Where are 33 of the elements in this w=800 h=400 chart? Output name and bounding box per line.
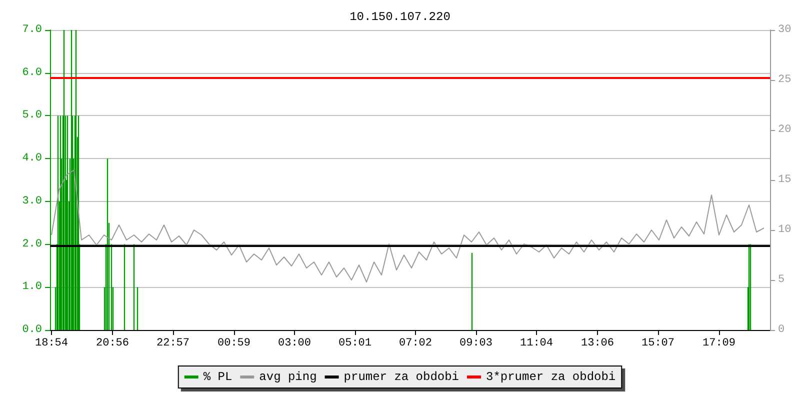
y-tick-label: 2.0	[22, 238, 42, 250]
y2-tick-label: 15	[778, 174, 792, 186]
x-tick-label: 15:07	[641, 338, 675, 350]
line-series	[51, 170, 764, 282]
legend-label: 3*prumer za obdobi	[486, 370, 616, 384]
y-tick-label: 7.0	[22, 24, 42, 36]
x-tick-label: 00:59	[217, 338, 251, 350]
legend-label: prumer za obdobi	[344, 370, 460, 384]
x-tick-label: 03:00	[278, 338, 312, 350]
y-tick-label: 3.0	[22, 195, 42, 208]
x-tick-label: 20:56	[96, 338, 130, 350]
x-tick-label: 11:04	[520, 338, 554, 350]
y2-tick-label: 10	[778, 224, 792, 236]
x-tick-label: 17:09	[702, 338, 736, 350]
y-tick-label: 6.0	[22, 66, 42, 79]
y-tick-label: 5.0	[22, 110, 42, 122]
y2-tick-label: 20	[778, 124, 792, 136]
y-tick-label: 0.0	[22, 324, 42, 336]
x-tick-label: 07:02	[398, 338, 432, 350]
y2-tick-label: 25	[778, 74, 792, 86]
y-tick-label: 4.0	[22, 152, 42, 165]
x-tick-label: 13:06	[580, 338, 614, 350]
chart-title: 10.150.107.220	[350, 10, 450, 24]
y2-tick-label: 30	[778, 24, 792, 36]
legend-label: avg ping	[259, 370, 317, 384]
x-tick-label: 09:03	[459, 338, 493, 350]
y2-tick-label: 5	[778, 274, 785, 286]
x-tick-label: 05:01	[338, 338, 372, 350]
legend-label: % PL	[203, 370, 232, 384]
y2-tick-label: 0	[778, 324, 785, 336]
x-tick-label: 22:57	[156, 338, 190, 350]
y-tick-label: 1.0	[22, 281, 42, 294]
x-tick-label: 18:54	[34, 338, 68, 350]
